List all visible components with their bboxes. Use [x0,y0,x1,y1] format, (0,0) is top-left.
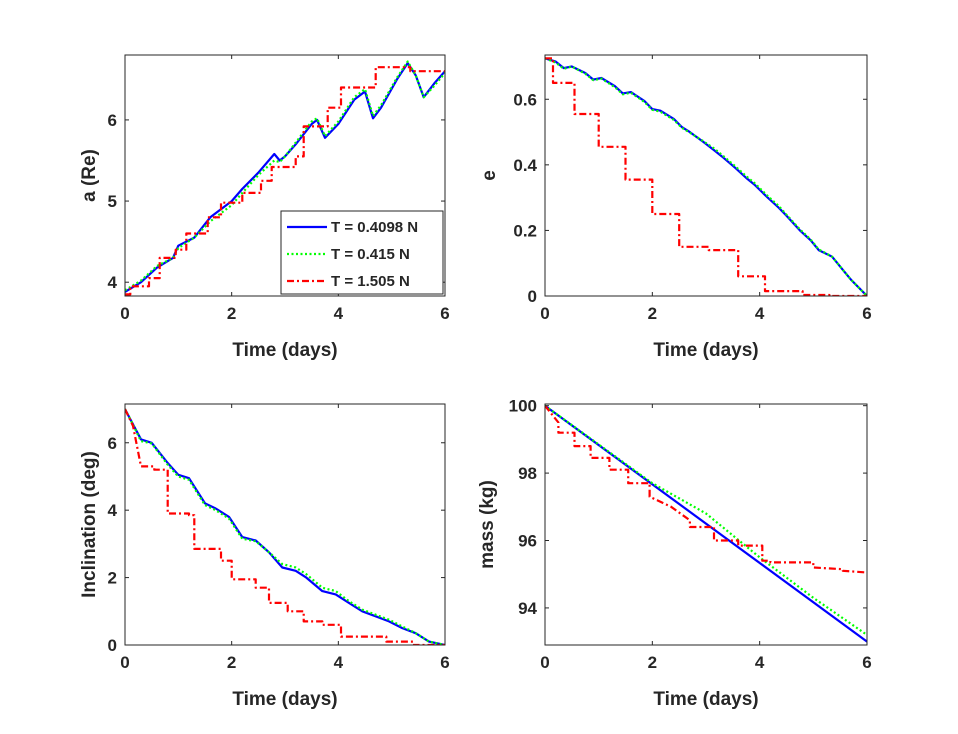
series-line-ecc-1 [545,57,867,296]
subplot-ecc: 0 2 4 6 0 0.2 0.4 0.6 Time (days) e [479,54,872,361]
series-line-mass-0 [545,404,867,643]
axes-box-ecc [544,54,868,297]
x-tick-label: 6 [440,304,449,323]
legend: T = 0.4098 N T = 0.415 N T = 1.505 N [280,210,444,295]
x-tick-label: 4 [334,304,344,323]
x-axis-label: Time (days) [232,340,337,361]
y-tick-label: 0.4 [513,156,537,175]
subplot-sma: 0 2 4 6 4 5 6 Time (days) a (Re) [79,54,450,361]
legend-label: T = 1.505 N [331,273,410,290]
series-line-ecc-2 [545,57,867,296]
x-tick-label: 2 [648,653,657,672]
y-tick-label: 0 [108,636,117,655]
x-tick-label: 4 [755,653,765,672]
y-axis-label: Inclination (deg) [79,451,100,598]
y-tick-label: 5 [108,192,117,211]
y-axis-label: a (Re) [79,149,100,202]
x-tick-label: 6 [862,304,871,323]
x-axis-label: Time (days) [653,689,758,710]
x-axis-label: Time (days) [653,340,758,361]
series-line-inc-2 [125,408,445,645]
x-axis-label: Time (days) [232,689,337,710]
x-tick-label: 4 [334,653,344,672]
y-tick-label: 0.6 [513,90,537,109]
x-tick-label: 2 [227,304,236,323]
y-tick-label: 0.2 [513,221,537,240]
y-tick-label: 6 [108,111,117,130]
series-line-mass-2 [545,405,867,574]
subplot-mass: 0 2 4 6 94 96 98 100 Time (days) mass (kg) [477,397,872,710]
series-line-inc-0 [125,408,445,645]
y-tick-label: 100 [509,397,537,416]
series-line-sma-2 [125,66,445,296]
x-tick-label: 0 [120,653,129,672]
y-tick-label: 4 [108,273,118,292]
axes-box-inc [124,403,446,646]
axes-box-sma [124,54,446,297]
axes-box-mass [544,403,868,646]
y-tick-label: 94 [518,599,537,618]
x-tick-label: 2 [648,304,657,323]
legend-label: T = 0.4098 N [331,219,418,236]
x-tick-label: 2 [227,653,236,672]
x-tick-label: 4 [755,304,765,323]
series-line-ecc-0 [545,57,867,296]
y-tick-label: 98 [518,464,537,483]
x-tick-label: 0 [120,304,129,323]
y-axis-label: mass (kg) [477,480,498,569]
y-tick-label: 96 [518,532,537,551]
subplot-inc: 0 2 4 6 0 2 4 6 Time (days) Inclination (deg) [79,403,450,710]
y-tick-label: 4 [108,501,118,520]
y-tick-label: 6 [108,434,117,453]
x-tick-label: 6 [440,653,449,672]
y-tick-label: 2 [108,569,117,588]
y-axis-label: e [479,170,500,181]
y-tick-label: 0 [528,287,537,306]
legend-label: T = 0.415 N [331,246,410,263]
x-tick-label: 0 [540,653,549,672]
x-tick-label: 6 [862,653,871,672]
x-tick-label: 0 [540,304,549,323]
series-line-inc-1 [125,408,445,645]
series-line-sma-0 [125,61,445,293]
